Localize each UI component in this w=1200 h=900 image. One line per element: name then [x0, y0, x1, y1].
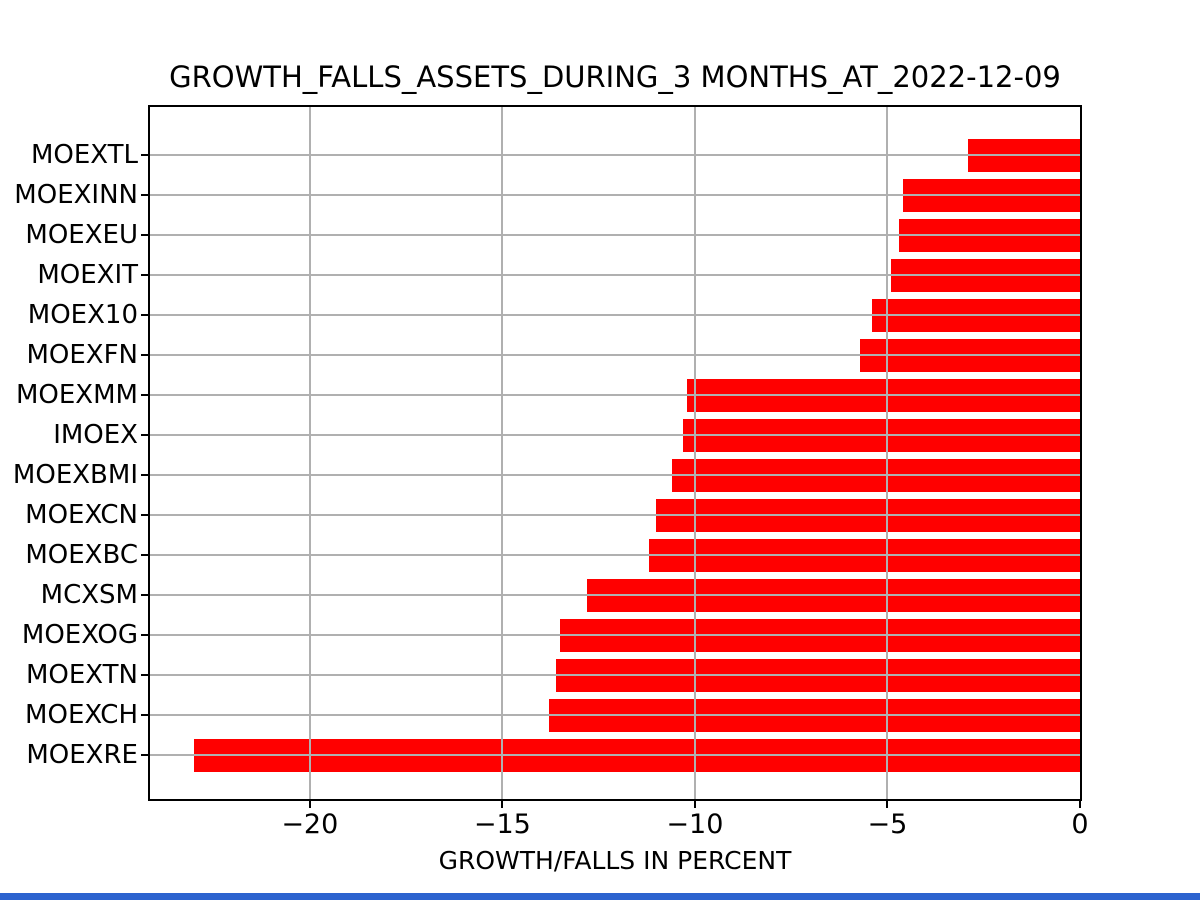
x-tick-mark [693, 801, 696, 808]
y-tick-mark [141, 554, 148, 556]
y-tick-mark [141, 234, 148, 236]
y-tick-mark [141, 154, 148, 156]
y-tick-mark [141, 194, 148, 196]
y-tick-label: MOEX10 [27, 300, 138, 330]
x-tick-mark [1079, 801, 1081, 808]
y-tick-mark [141, 594, 148, 596]
y-gridline [150, 754, 1080, 756]
y-gridline [150, 674, 1080, 676]
y-gridline [150, 194, 1080, 196]
y-gridline [150, 274, 1080, 276]
x-tick-mark [308, 801, 311, 808]
plot-area [148, 105, 1082, 801]
y-gridline [150, 714, 1080, 716]
y-tick-label: MOEXTL [30, 140, 138, 170]
y-gridline [150, 594, 1080, 596]
y-gridline [150, 154, 1080, 156]
y-gridline [150, 314, 1080, 316]
y-tick-label: MOEXBMI [12, 460, 138, 490]
y-tick-label: MOEXMM [15, 380, 138, 410]
x-tick-label: −5 [867, 809, 908, 840]
x-gridline [886, 107, 889, 799]
y-tick-label: MOEXOG [21, 620, 138, 650]
y-tick-label: MOEXBC [25, 540, 138, 570]
y-tick-label: MOEXINN [14, 180, 138, 210]
y-gridline [150, 434, 1080, 436]
x-tick-label: −10 [666, 809, 724, 840]
chart-title: GROWTH_FALLS_ASSETS_DURING_3 MONTHS_AT_2… [169, 60, 1061, 94]
y-tick-label: MOEXRE [26, 740, 138, 770]
y-tick-label: MOEXCN [25, 500, 138, 530]
y-tick-mark [141, 434, 148, 436]
y-gridline [150, 234, 1080, 236]
y-tick-mark [141, 754, 148, 756]
x-gridline [308, 107, 311, 799]
x-tick-label: −15 [473, 809, 531, 840]
y-gridline [150, 394, 1080, 396]
x-tick-label: 0 [1071, 809, 1089, 840]
y-tick-label: MOEXFN [26, 340, 138, 370]
y-tick-mark [141, 674, 148, 676]
y-gridline [150, 634, 1080, 636]
x-gridline [693, 107, 696, 799]
y-tick-label: MOEXIT [37, 260, 138, 290]
y-tick-mark [141, 634, 148, 636]
y-tick-mark [141, 394, 148, 396]
x-axis-label: GROWTH/FALLS IN PERCENT [438, 846, 792, 875]
y-tick-label: MOEXTN [25, 660, 138, 690]
y-tick-mark [141, 714, 148, 716]
y-tick-mark [141, 314, 148, 316]
y-gridline [150, 514, 1080, 516]
taskbar-strip [0, 893, 1200, 900]
y-tick-label: MOEXCH [25, 700, 138, 730]
x-gridline [501, 107, 504, 799]
y-tick-mark [141, 514, 148, 516]
y-tick-mark [141, 354, 148, 356]
y-tick-label: IMOEX [53, 420, 138, 450]
y-tick-label: MCXSM [40, 580, 138, 610]
x-tick-mark [501, 801, 504, 808]
y-gridline [150, 474, 1080, 476]
y-tick-mark [141, 474, 148, 476]
y-gridline [150, 354, 1080, 356]
y-tick-mark [141, 274, 148, 276]
y-tick-label: MOEXEU [25, 220, 138, 250]
x-tick-mark [886, 801, 889, 808]
x-tick-label: −20 [281, 809, 339, 840]
y-gridline [150, 554, 1080, 556]
